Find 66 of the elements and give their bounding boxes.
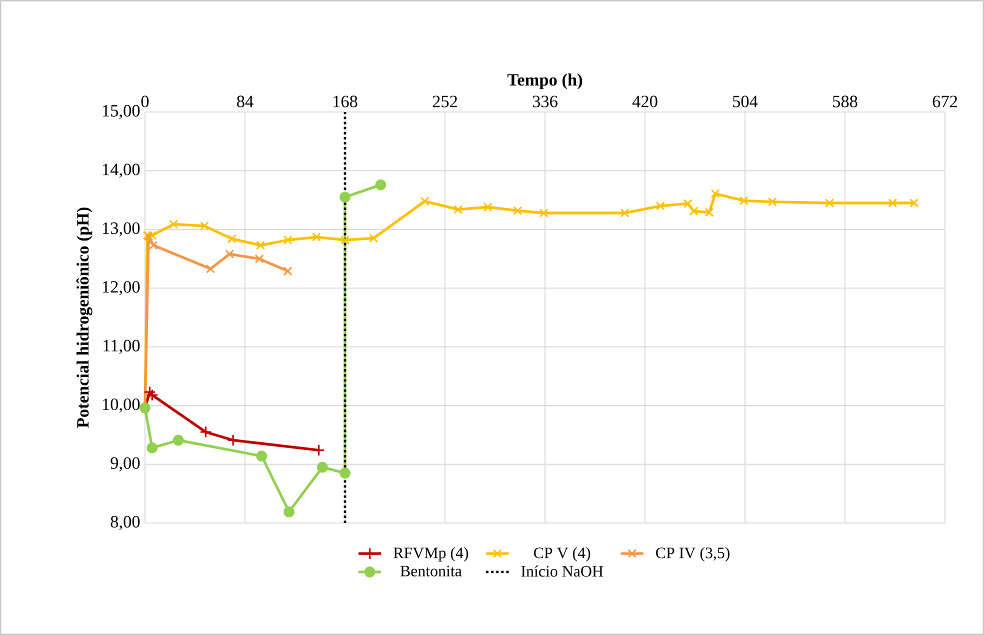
y-tick-label: 14,00 — [102, 164, 140, 178]
point — [144, 386, 156, 398]
legend-label: CP V (4) — [534, 547, 590, 562]
point — [312, 444, 325, 456]
point — [256, 450, 268, 462]
point — [224, 250, 234, 259]
y-axis-title: Potencial hidrogeniônico (pH) — [76, 208, 92, 428]
point — [254, 254, 264, 264]
y-tick-label: 8,00 — [110, 516, 140, 530]
point — [226, 434, 240, 446]
point — [340, 192, 350, 203]
point — [284, 506, 294, 518]
point — [513, 206, 522, 216]
point — [375, 179, 386, 190]
point — [710, 189, 720, 198]
point — [483, 202, 492, 212]
point — [910, 198, 919, 208]
x-tick-label: 672 — [932, 96, 958, 108]
x-tick-label: 504 — [733, 96, 758, 108]
y-tick-label: 11,00 — [104, 340, 140, 354]
x-tick-label: 588 — [833, 96, 858, 108]
point — [454, 204, 463, 214]
y-tick-label: 12,00 — [102, 281, 140, 296]
point — [200, 426, 212, 438]
x-tick-label: 252 — [432, 96, 458, 108]
x-tick-label: 84 — [237, 96, 254, 108]
legend-label: Bentonita — [400, 566, 462, 576]
point — [888, 198, 898, 208]
point — [689, 206, 698, 216]
point — [539, 208, 548, 218]
x-tick-label: 168 — [334, 96, 358, 108]
point — [683, 199, 692, 208]
point — [704, 208, 714, 217]
point — [656, 201, 666, 211]
point — [420, 196, 430, 206]
point — [148, 240, 158, 250]
point — [169, 220, 178, 229]
point — [768, 197, 777, 206]
y-tick-label: 10,00 — [102, 398, 140, 413]
point — [283, 266, 292, 276]
y-tick-label: 15,00 — [102, 104, 140, 120]
point — [340, 468, 350, 479]
point — [312, 232, 321, 242]
point — [146, 388, 158, 402]
point — [200, 221, 210, 230]
legend-label: Início NaOH — [521, 565, 604, 577]
point — [206, 264, 216, 274]
point — [172, 434, 184, 446]
point — [739, 196, 748, 206]
x-tick-label: 420 — [632, 96, 658, 108]
point — [340, 235, 350, 245]
point — [316, 462, 328, 473]
x-axis-title: Tempo (h) — [507, 74, 582, 90]
x-tick-label: 336 — [532, 96, 558, 108]
point — [283, 235, 292, 245]
point — [227, 234, 236, 244]
x-tick-label: 0 — [141, 96, 149, 108]
point — [824, 198, 834, 208]
point — [256, 240, 266, 250]
legend-label: RFVMp (4) — [394, 547, 468, 562]
y-tick-label: 13,00 — [102, 222, 140, 237]
point — [146, 442, 158, 454]
legend-label: CP IV (3,5) — [656, 547, 730, 562]
y-tick-label: 9,00 — [110, 457, 140, 472]
point — [369, 234, 378, 243]
point — [620, 208, 630, 218]
